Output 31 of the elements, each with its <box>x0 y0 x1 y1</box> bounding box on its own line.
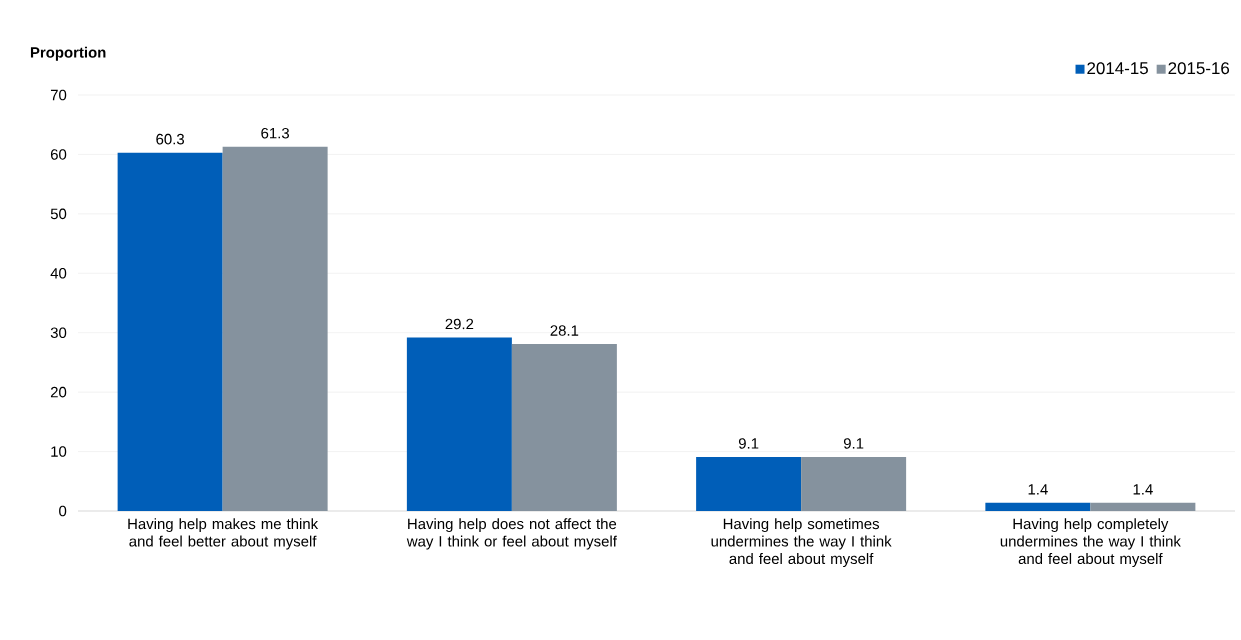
y-tick-label: 50 <box>50 208 67 220</box>
legend-label: 2015-16 <box>1168 62 1230 75</box>
bar <box>406 337 512 511</box>
data-label: 9.1 <box>738 438 759 449</box>
y-axis-title: Proportion <box>30 46 106 61</box>
data-label: 60.3 <box>156 133 185 145</box>
x-tick-label: Having help does not affect the way I think or feel about myself <box>406 518 617 550</box>
bar <box>696 456 802 511</box>
y-tick-label: 40 <box>50 267 67 279</box>
y-tick-label: 30 <box>50 327 67 338</box>
y-tick-label: 20 <box>50 386 67 398</box>
data-label: 1.4 <box>1028 484 1048 495</box>
legend-label: 2014-15 <box>1087 62 1148 75</box>
y-tick-label: 70 <box>50 89 67 101</box>
bar <box>985 502 1091 511</box>
bar <box>117 152 223 511</box>
bar <box>1090 502 1196 511</box>
data-label: 28.1 <box>550 325 579 336</box>
data-label: 1.4 <box>1133 484 1153 495</box>
y-tick-label: 10 <box>51 446 67 457</box>
y-tick-label: 0 <box>59 505 67 517</box>
x-tick-label: Having help makes me think and feel better about myself <box>128 518 319 550</box>
x-tick-label: Having help completely undermines the way I think and feel about myself <box>1000 518 1181 567</box>
y-tick-label: 60 <box>50 149 67 160</box>
bar <box>511 344 617 511</box>
data-label: 61.3 <box>261 127 290 139</box>
data-label: 9.1 <box>843 438 864 449</box>
x-tick-label: Having help sometimes undermines the way I think and feel about myself <box>711 518 892 567</box>
bar <box>222 146 328 511</box>
data-label: 29.2 <box>445 318 474 330</box>
bar <box>801 456 907 511</box>
